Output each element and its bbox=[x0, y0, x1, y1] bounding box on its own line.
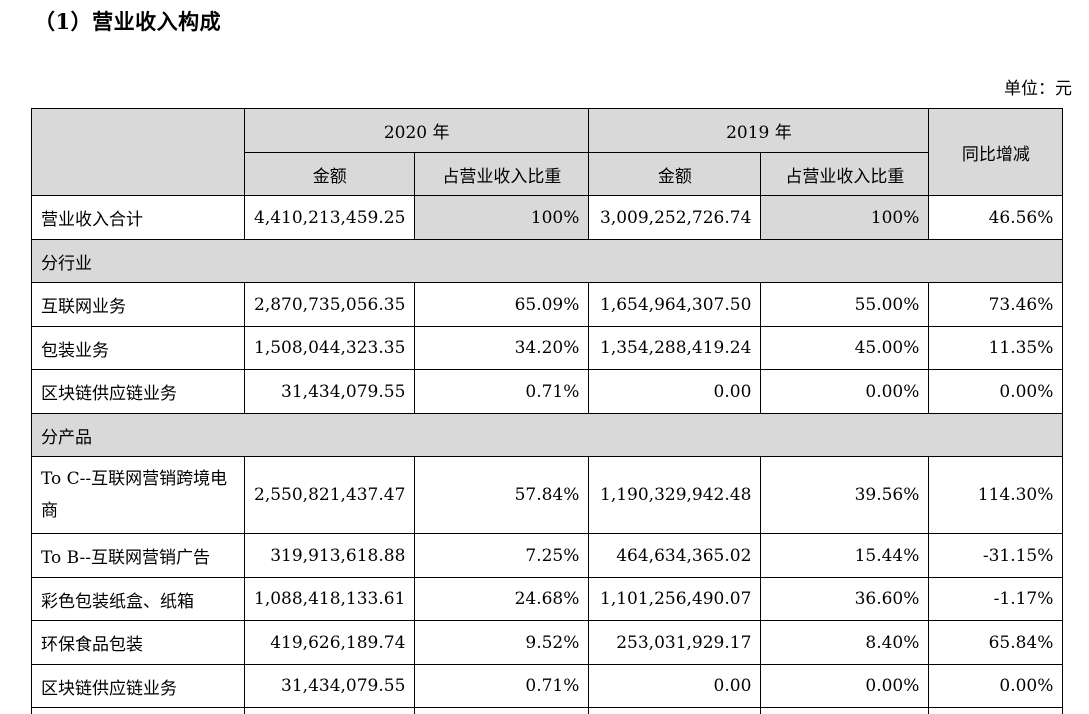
ratio-2020-cell: 24.68% bbox=[414, 577, 590, 621]
header-year-2020: 2020 年 bbox=[243, 108, 590, 153]
ratio-2020-cell: 0.71% bbox=[414, 664, 590, 708]
amount-2020-cell: 31,434,079.55 bbox=[243, 369, 416, 414]
yoy-cell: 0.00% bbox=[928, 369, 1064, 414]
row-label: 区块链供应链业务 bbox=[31, 369, 245, 414]
ratio-2020-cell: 34.20% bbox=[414, 326, 590, 370]
yoy-cell: -31.15% bbox=[928, 533, 1064, 578]
yoy-cell: -1.17% bbox=[928, 577, 1064, 621]
ratio-2020-cell: 0.71% bbox=[414, 369, 590, 414]
section-row-product: 分产品 bbox=[30, 413, 1064, 457]
ratio-2020-cell: 9.52% bbox=[414, 620, 590, 665]
amount-2019-cell: 0.00 bbox=[588, 664, 762, 708]
table-row: To C--互联网营销跨境电商 2,550,821,437.47 57.84% … bbox=[31, 456, 1064, 534]
ratio-2019-cell: 0.00% bbox=[760, 369, 930, 414]
amount-2019-cell: 1,190,329,942.48 bbox=[588, 456, 762, 534]
yoy-cell: 73.46% bbox=[928, 282, 1064, 327]
unit-label: 单位：元 bbox=[1004, 79, 1072, 99]
header-row-years: 2020 年 2019 年 同比增减 bbox=[31, 108, 1064, 196]
table-row: 彩色包装纸盒、纸箱 1,088,418,133.61 24.68% 1,101,… bbox=[31, 577, 1064, 621]
amount-2020-cell: 1,088,418,133.61 bbox=[243, 577, 416, 621]
header-ratio-2019: 占营业收入比重 bbox=[760, 152, 930, 196]
section-row-industry: 分行业 bbox=[30, 239, 1064, 283]
ratio-2019-cell: 15.44% bbox=[760, 533, 930, 578]
yoy-cell: 114.30% bbox=[928, 456, 1064, 534]
row-label: 彩色包装纸盒、纸箱 bbox=[31, 577, 245, 621]
amount-2019-cell: 464,634,365.02 bbox=[588, 533, 762, 578]
table-row: 包装业务 1,508,044,323.35 34.20% 1,354,288,4… bbox=[31, 326, 1064, 370]
revenue-table: 2020 年 2019 年 同比增减 金额 占营业收入比重 金额 占营业收入比重… bbox=[30, 108, 1064, 714]
truncated-cell bbox=[414, 707, 590, 714]
table-row: 区块链供应链业务 31,434,079.55 0.71% 0.00 0.00% … bbox=[31, 664, 1064, 708]
yoy-cell: 0.00% bbox=[928, 664, 1064, 708]
amount-2020-cell: 4,410,213,459.25 bbox=[243, 195, 416, 240]
truncated-cell bbox=[928, 707, 1064, 714]
amount-2020-cell: 2,870,735,056.35 bbox=[243, 282, 416, 327]
truncated-cell bbox=[760, 707, 930, 714]
ratio-2020-cell: 57.84% bbox=[414, 456, 590, 534]
amount-2020-cell: 419,626,189.74 bbox=[243, 620, 416, 665]
total-row: 营业收入合计 4,410,213,459.25 100% 3,009,252,7… bbox=[31, 195, 1064, 240]
ratio-2020-cell: 65.09% bbox=[414, 282, 590, 327]
truncated-cell bbox=[243, 707, 416, 714]
section-title: （1）营业收入构成 bbox=[34, 9, 222, 34]
ratio-2020-cell: 100% bbox=[414, 195, 590, 240]
section-label-product: 分产品 bbox=[30, 413, 1064, 457]
section-label-industry: 分行业 bbox=[30, 239, 1064, 283]
amount-2019-cell: 1,654,964,307.50 bbox=[588, 282, 762, 327]
table-row: 区块链供应链业务 31,434,079.55 0.71% 0.00 0.00% … bbox=[31, 369, 1064, 414]
yoy-cell: 11.35% bbox=[928, 326, 1064, 370]
table-row: To B--互联网营销广告 319,913,618.88 7.25% 464,6… bbox=[31, 533, 1064, 578]
header-row-columns: 金额 占营业收入比重 金额 占营业收入比重 bbox=[32, 152, 1063, 196]
header-yoy: 同比增减 bbox=[928, 108, 1064, 196]
ratio-2019-cell: 55.00% bbox=[760, 282, 930, 327]
ratio-2019-cell: 100% bbox=[760, 195, 930, 240]
table-row: 互联网业务 2,870,735,056.35 65.09% 1,654,964,… bbox=[31, 282, 1064, 327]
ratio-2019-cell: 36.60% bbox=[760, 577, 930, 621]
header-corner-cell bbox=[31, 108, 245, 196]
ratio-2019-cell: 0.00% bbox=[760, 664, 930, 708]
table-row: 环保食品包装 419,626,189.74 9.52% 253,031,929.… bbox=[31, 620, 1064, 665]
amount-2020-cell: 2,550,821,437.47 bbox=[243, 456, 416, 534]
truncated-cell bbox=[31, 707, 245, 714]
row-label: 环保食品包装 bbox=[31, 620, 245, 665]
row-label: 营业收入合计 bbox=[31, 195, 245, 240]
ratio-2019-cell: 39.56% bbox=[760, 456, 930, 534]
yoy-cell: 46.56% bbox=[928, 195, 1064, 240]
row-label: 互联网业务 bbox=[31, 282, 245, 327]
row-label: To B--互联网营销广告 bbox=[31, 533, 245, 578]
table-body: 2020 年 2019 年 同比增减 金额 占营业收入比重 金额 占营业收入比重… bbox=[30, 108, 1064, 714]
ratio-2019-cell: 8.40% bbox=[760, 620, 930, 665]
amount-2019-cell: 0.00 bbox=[588, 369, 762, 414]
header-amount-2019: 金额 bbox=[588, 152, 762, 196]
yoy-cell: 65.84% bbox=[928, 620, 1064, 665]
amount-2019-cell: 3,009,252,726.74 bbox=[588, 195, 762, 240]
amount-2019-cell: 1,101,256,490.07 bbox=[588, 577, 762, 621]
amount-2019-cell: 1,354,288,419.24 bbox=[588, 326, 762, 370]
header-ratio-2020: 占营业收入比重 bbox=[414, 152, 590, 196]
row-label: To C--互联网营销跨境电商 bbox=[31, 456, 245, 534]
ratio-2020-cell: 7.25% bbox=[414, 533, 590, 578]
ratio-2019-cell: 45.00% bbox=[760, 326, 930, 370]
amount-2019-cell: 253,031,929.17 bbox=[588, 620, 762, 665]
amount-2020-cell: 31,434,079.55 bbox=[243, 664, 416, 708]
amount-2020-cell: 1,508,044,323.35 bbox=[243, 326, 416, 370]
truncated-cell bbox=[588, 707, 762, 714]
truncated-row bbox=[31, 707, 1064, 714]
header-amount-2020: 金额 bbox=[243, 152, 416, 196]
row-label: 包装业务 bbox=[31, 326, 245, 370]
amount-2020-cell: 319,913,618.88 bbox=[243, 533, 416, 578]
header-year-2019: 2019 年 bbox=[588, 108, 930, 153]
row-label: 区块链供应链业务 bbox=[31, 664, 245, 708]
